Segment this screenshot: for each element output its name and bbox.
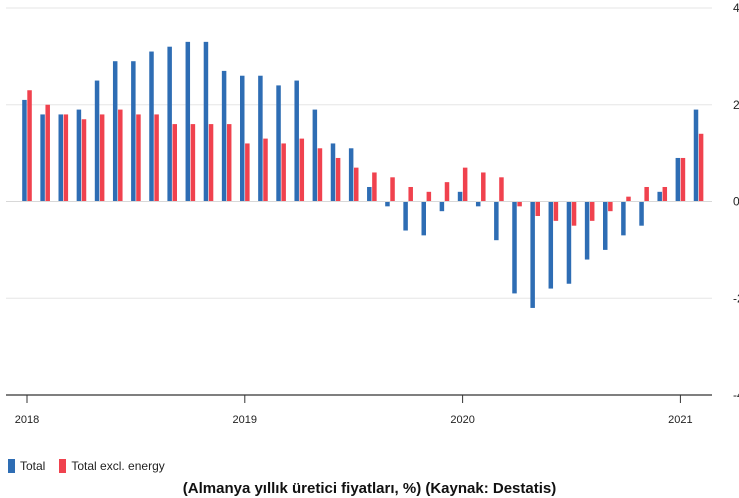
bar-total[interactable] xyxy=(621,201,626,236)
bar-total[interactable] xyxy=(221,70,227,202)
bar-total-excl-energy[interactable] xyxy=(499,177,504,202)
bar-total-excl-energy[interactable] xyxy=(299,138,305,202)
bars xyxy=(22,41,704,308)
bar-total[interactable] xyxy=(548,201,554,289)
bar-total[interactable] xyxy=(330,143,336,202)
x-tick-label: 2019 xyxy=(233,414,257,426)
legend-swatch-total xyxy=(8,459,15,473)
legend-item-total-excl-energy[interactable]: Total excl. energy xyxy=(59,459,165,473)
legend-swatch-total-excl-energy xyxy=(59,459,67,473)
y-tick-label: 0 xyxy=(733,195,739,209)
x-axis: 2018 2019 2020 2021 xyxy=(6,394,712,426)
y-tick-label: -4 xyxy=(733,388,739,402)
bar-total[interactable] xyxy=(475,201,481,207)
bar-total[interactable] xyxy=(657,191,662,202)
x-tick-label: 2020 xyxy=(450,414,474,426)
bar-total[interactable] xyxy=(94,80,100,202)
bar-total-excl-energy[interactable] xyxy=(99,114,105,202)
bar-total[interactable] xyxy=(294,80,299,202)
bar-total-excl-energy[interactable] xyxy=(154,114,159,202)
y-tick-label: 4 xyxy=(733,1,739,15)
bar-total[interactable] xyxy=(603,201,608,250)
bar-total[interactable] xyxy=(530,201,535,308)
bar-total-excl-energy[interactable] xyxy=(462,167,468,202)
bar-total-excl-energy[interactable] xyxy=(481,172,486,202)
bar-total[interactable] xyxy=(167,46,172,202)
bar-total[interactable] xyxy=(348,148,354,202)
bar-total-excl-energy[interactable] xyxy=(245,143,250,202)
bar-total[interactable] xyxy=(312,109,318,202)
bar-total[interactable] xyxy=(131,61,136,202)
bar-total-excl-energy[interactable] xyxy=(517,201,522,207)
bar-total[interactable] xyxy=(112,61,118,202)
bar-total-excl-energy[interactable] xyxy=(118,109,123,202)
bar-total[interactable] xyxy=(421,201,427,236)
bar-total-excl-energy[interactable] xyxy=(426,191,432,202)
bar-total-excl-energy[interactable] xyxy=(281,143,286,202)
bar-total-excl-energy[interactable] xyxy=(589,201,595,221)
bar-total[interactable] xyxy=(149,51,154,202)
bar-total-excl-energy[interactable] xyxy=(662,186,668,202)
bar-total[interactable] xyxy=(40,114,45,202)
bar-total-excl-energy[interactable] xyxy=(644,186,649,202)
bar-total[interactable] xyxy=(276,85,281,202)
bar-total[interactable] xyxy=(457,191,463,202)
bar-total-excl-energy[interactable] xyxy=(372,172,377,202)
bar-total-excl-energy[interactable] xyxy=(81,119,87,202)
bar-total-excl-energy[interactable] xyxy=(535,201,541,217)
bar-total-excl-energy[interactable] xyxy=(698,133,704,202)
bar-total[interactable] xyxy=(566,201,572,284)
bar-total-excl-energy[interactable] xyxy=(390,177,395,202)
x-tick-label: 2021 xyxy=(668,414,692,426)
legend-label-total-excl-energy: Total excl. energy xyxy=(71,459,165,473)
bar-total[interactable] xyxy=(494,201,499,241)
bar-total-excl-energy[interactable] xyxy=(317,148,323,202)
bar-total[interactable] xyxy=(22,99,27,202)
bar-total-excl-energy[interactable] xyxy=(354,167,359,202)
legend-item-total[interactable]: Total xyxy=(8,459,45,473)
bar-total[interactable] xyxy=(403,201,408,231)
bar-total[interactable] xyxy=(58,114,64,202)
bar-total-excl-energy[interactable] xyxy=(608,201,613,212)
y-tick-label: -2 xyxy=(733,291,739,305)
x-tick-label: 2018 xyxy=(15,414,39,426)
legend: Total Total excl. energy xyxy=(8,459,165,473)
bar-total[interactable] xyxy=(258,75,263,202)
bar-total[interactable] xyxy=(240,75,245,202)
bar-total[interactable] xyxy=(675,157,681,202)
bar-total-excl-energy[interactable] xyxy=(226,124,232,202)
bar-total-excl-energy[interactable] xyxy=(27,90,32,202)
bar-total-excl-energy[interactable] xyxy=(190,124,196,202)
bar-total[interactable] xyxy=(512,201,517,294)
bar-total-excl-energy[interactable] xyxy=(208,124,214,202)
bar-total[interactable] xyxy=(639,201,644,226)
bar-total-excl-energy[interactable] xyxy=(172,124,178,202)
bar-total-excl-energy[interactable] xyxy=(335,157,341,202)
gridlines xyxy=(6,7,712,299)
bar-total[interactable] xyxy=(439,201,445,212)
bar-total-excl-energy[interactable] xyxy=(263,138,268,202)
bar-total-excl-energy[interactable] xyxy=(680,157,686,202)
y-tick-label: 2 xyxy=(733,98,739,112)
bar-total-excl-energy[interactable] xyxy=(626,196,631,202)
bar-total-excl-energy[interactable] xyxy=(45,104,50,202)
bar-total-excl-energy[interactable] xyxy=(444,182,450,202)
bar-total[interactable] xyxy=(693,109,699,202)
bar-total-excl-energy[interactable] xyxy=(553,201,559,221)
bar-total-excl-energy[interactable] xyxy=(571,201,577,226)
bar-total-excl-energy[interactable] xyxy=(136,114,141,202)
bar-total[interactable] xyxy=(76,109,82,202)
bar-total[interactable] xyxy=(203,41,209,202)
legend-label-total: Total xyxy=(20,459,46,473)
bar-chart: 4 2 0 -2 -4 2018 2019 2020 2021 xyxy=(6,1,739,426)
bar-total-excl-energy[interactable] xyxy=(408,186,413,202)
bar-total[interactable] xyxy=(185,41,191,202)
chart-caption: (Almanya yıllık üretici fiyatları, %) (K… xyxy=(182,480,557,497)
y-axis: 4 2 0 -2 -4 xyxy=(733,1,739,402)
bar-total[interactable] xyxy=(584,201,590,260)
bar-total[interactable] xyxy=(367,186,372,202)
bar-total[interactable] xyxy=(385,201,390,207)
bar-total-excl-energy[interactable] xyxy=(63,114,69,202)
